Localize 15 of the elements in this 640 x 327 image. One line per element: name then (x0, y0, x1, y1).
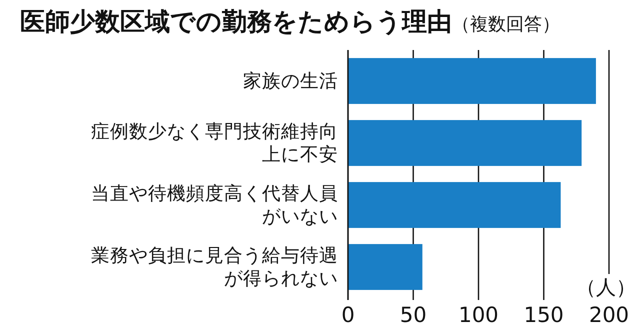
bar (348, 244, 422, 290)
x-tick-label: 50 (400, 303, 427, 327)
x-tick-label: 200 (588, 303, 630, 327)
y-tick-label: 症例数少なく専門技術維持向上に不安 (91, 122, 338, 166)
bar (348, 120, 582, 166)
x-tick-label: 150 (524, 303, 564, 327)
y-tick-label: 家族の生活 (243, 70, 338, 92)
x-axis-title: （人） (576, 275, 636, 299)
bar (348, 182, 561, 228)
chart-subtitle: （複数回答） (452, 14, 560, 35)
y-tick-label: 業務や負担に見合う給与待遇が得られない (91, 246, 338, 290)
y-tick-label: 当直や待機頻度高く代替人員がいない (91, 182, 338, 228)
x-tick-label: 0 (341, 303, 355, 327)
bar (348, 58, 596, 104)
x-tick-label: 100 (458, 303, 499, 327)
